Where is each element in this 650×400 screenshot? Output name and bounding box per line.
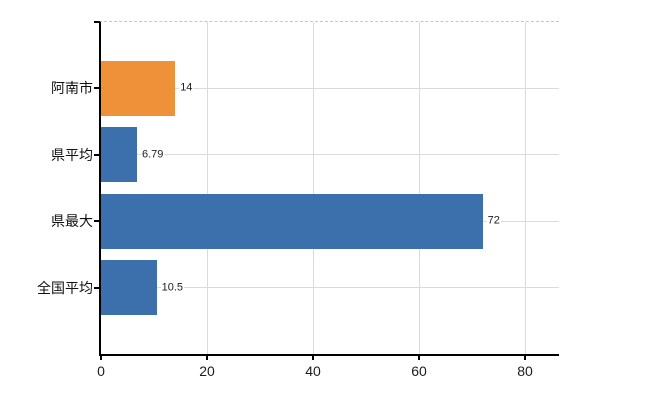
- category-label-阿南市: 阿南市: [51, 80, 93, 97]
- gridline-horizontal: [101, 287, 559, 289]
- bar-value-label: 72: [486, 214, 501, 227]
- x-axis-tick-label: 80: [517, 363, 533, 379]
- gridline-vertical: [312, 22, 314, 354]
- bar-value-label: 6.79: [140, 148, 165, 161]
- y-axis-tick: [94, 220, 100, 223]
- bar-value-label: 10.5: [160, 281, 185, 294]
- bar-阿南市: [101, 60, 176, 116]
- x-axis-tick: [100, 355, 102, 360]
- gridline-horizontal: [101, 87, 559, 89]
- x-axis-tick: [312, 355, 314, 360]
- x-axis-tick: [418, 355, 420, 360]
- category-label-全国平均: 全国平均: [37, 279, 93, 296]
- plot-area: 14 6.79 72 10.5: [99, 21, 559, 356]
- y-axis-tick: [94, 153, 100, 156]
- category-label-県最大: 県最大: [51, 213, 93, 230]
- bar-県最大: [101, 193, 483, 249]
- gridline-vertical: [206, 22, 208, 354]
- x-axis-tick: [524, 355, 526, 360]
- x-axis-tick-label: 40: [305, 363, 321, 379]
- gridline-vertical: [524, 22, 526, 354]
- x-axis-tick-label: 60: [411, 363, 427, 379]
- y-axis-tick: [94, 21, 100, 23]
- bar-県平均: [101, 127, 137, 183]
- gridline-horizontal: [101, 154, 559, 156]
- category-label-県平均: 県平均: [51, 146, 93, 163]
- y-axis-tick: [94, 286, 100, 289]
- y-axis-tick: [94, 87, 100, 90]
- bar-全国平均: [101, 260, 157, 316]
- x-axis-tick-label: 20: [199, 363, 215, 379]
- x-axis-tick-label: 0: [97, 363, 105, 379]
- bar-value-label: 14: [179, 81, 194, 94]
- x-axis-tick: [206, 355, 208, 360]
- gridline-vertical: [418, 22, 420, 354]
